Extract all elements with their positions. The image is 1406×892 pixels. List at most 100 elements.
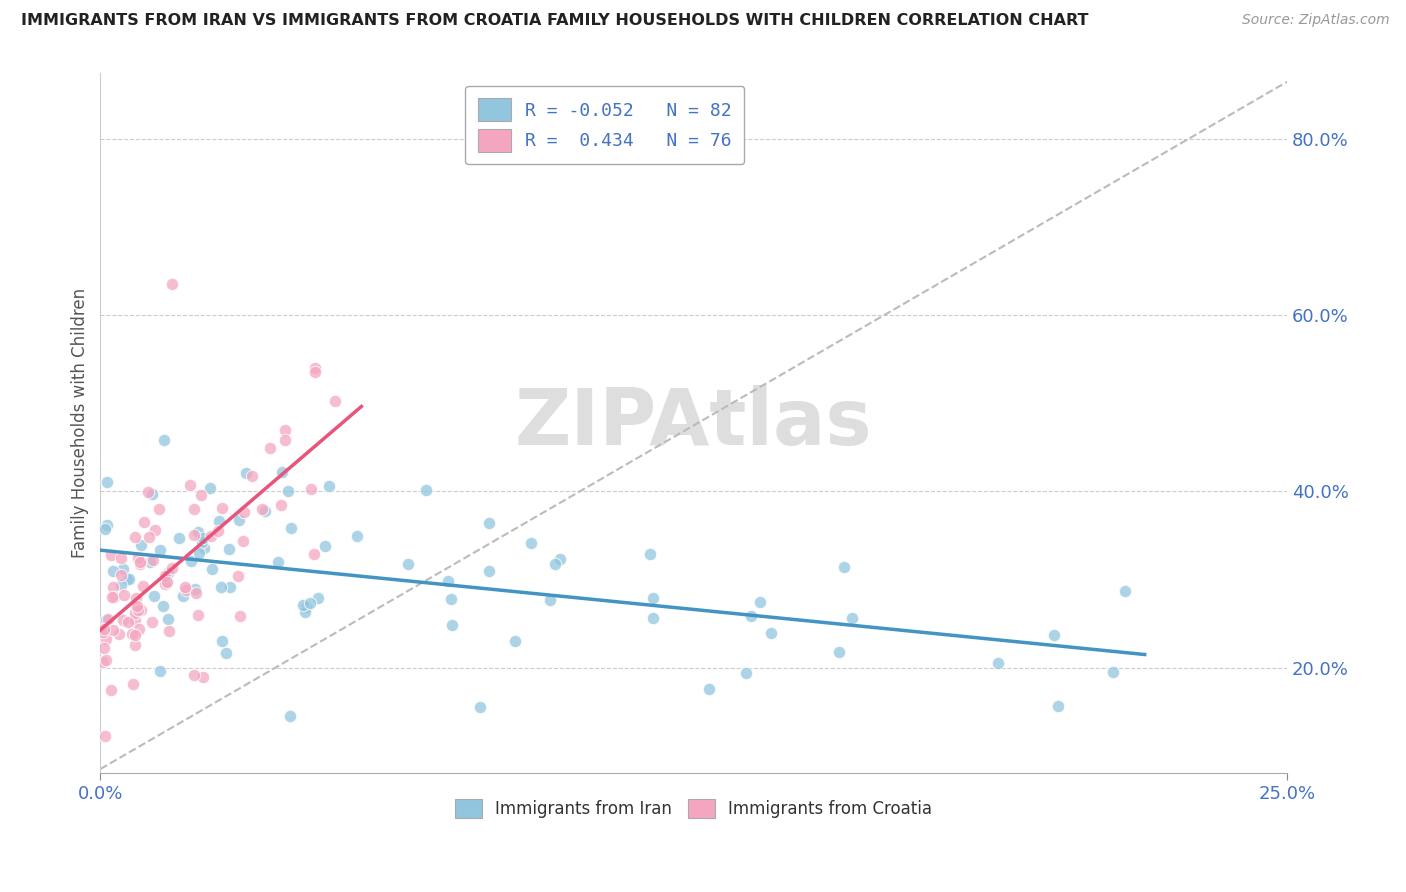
Point: [318, 479, 340, 493]
Point: [180, 554, 202, 568]
Point: [299, 596, 322, 610]
Point: [124, 613, 146, 627]
Point: [101, 564, 124, 578]
Point: [172, 589, 194, 603]
Point: [132, 578, 155, 592]
Point: [131, 538, 153, 552]
Point: [127, 603, 149, 617]
Point: [167, 531, 190, 545]
Point: [128, 622, 150, 636]
Point: [323, 393, 346, 408]
Point: [211, 501, 233, 516]
Point: [111, 613, 134, 627]
Point: [987, 657, 1010, 671]
Point: [294, 599, 316, 614]
Point: [186, 608, 208, 623]
Point: [174, 580, 197, 594]
Point: [468, 700, 491, 714]
Point: [179, 477, 201, 491]
Point: [201, 562, 224, 576]
Point: [233, 505, 256, 519]
Point: [841, 610, 863, 624]
Point: [314, 539, 336, 553]
Point: [307, 591, 329, 605]
Point: [183, 528, 205, 542]
Point: [1043, 627, 1066, 641]
Point: [96, 632, 118, 647]
Point: [235, 466, 257, 480]
Point: [121, 627, 143, 641]
Point: [142, 553, 165, 567]
Point: [304, 365, 326, 379]
Point: [186, 525, 208, 540]
Point: [91, 655, 114, 669]
Point: [274, 434, 297, 448]
Point: [96, 613, 118, 627]
Point: [124, 638, 146, 652]
Point: [828, 645, 851, 659]
Point: [118, 572, 141, 586]
Point: [124, 627, 146, 641]
Point: [143, 523, 166, 537]
Point: [124, 530, 146, 544]
Point: [184, 585, 207, 599]
Point: [156, 612, 179, 626]
Point: [346, 528, 368, 542]
Point: [97, 612, 120, 626]
Point: [441, 618, 464, 632]
Point: [759, 626, 782, 640]
Point: [155, 574, 177, 589]
Point: [93, 730, 115, 744]
Point: [160, 277, 183, 292]
Point: [215, 646, 238, 660]
Point: [143, 589, 166, 603]
Point: [157, 566, 180, 581]
Point: [638, 547, 661, 561]
Point: [149, 542, 172, 557]
Point: [740, 608, 762, 623]
Point: [299, 482, 322, 496]
Point: [110, 578, 132, 592]
Point: [93, 640, 115, 655]
Point: [436, 574, 458, 589]
Point: [748, 595, 770, 609]
Point: [415, 483, 437, 498]
Point: [250, 502, 273, 516]
Point: [103, 623, 125, 637]
Point: [538, 593, 561, 607]
Point: [228, 513, 250, 527]
Point: [107, 627, 129, 641]
Point: [735, 666, 758, 681]
Point: [125, 591, 148, 605]
Point: [117, 615, 139, 629]
Point: [271, 465, 294, 479]
Point: [103, 580, 125, 594]
Point: [115, 572, 138, 586]
Point: [129, 557, 152, 571]
Point: [96, 518, 118, 533]
Point: [91, 625, 114, 640]
Point: [200, 529, 222, 543]
Point: [478, 516, 501, 530]
Point: [1047, 698, 1070, 713]
Point: [110, 567, 132, 582]
Point: [208, 514, 231, 528]
Point: [127, 550, 149, 565]
Point: [152, 599, 174, 613]
Point: [191, 535, 214, 549]
Point: [103, 590, 125, 604]
Text: ZIPAtlas: ZIPAtlas: [515, 385, 873, 461]
Point: [148, 501, 170, 516]
Point: [270, 498, 292, 512]
Y-axis label: Family Households with Children: Family Households with Children: [72, 288, 89, 558]
Point: [112, 588, 135, 602]
Point: [160, 561, 183, 575]
Text: IMMIGRANTS FROM IRAN VS IMMIGRANTS FROM CROATIA FAMILY HOUSEHOLDS WITH CHILDREN : IMMIGRANTS FROM IRAN VS IMMIGRANTS FROM …: [21, 13, 1088, 29]
Point: [190, 488, 212, 502]
Point: [520, 535, 543, 549]
Point: [100, 548, 122, 562]
Point: [274, 423, 297, 437]
Point: [148, 664, 170, 678]
Point: [229, 608, 252, 623]
Point: [277, 483, 299, 498]
